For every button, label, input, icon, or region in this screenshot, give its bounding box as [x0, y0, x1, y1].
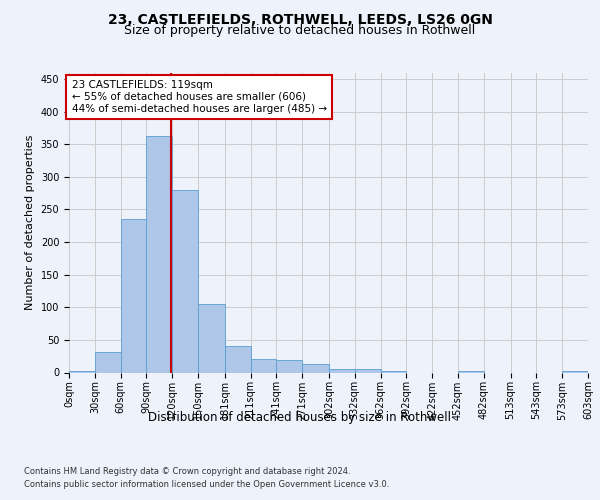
Bar [225, 346, 251, 372]
Bar [121, 219, 146, 372]
Bar [251, 360, 277, 372]
Text: Distribution of detached houses by size in Rothwell: Distribution of detached houses by size … [149, 411, 452, 424]
Bar [146, 136, 172, 372]
Bar [329, 368, 355, 372]
Bar [277, 360, 302, 372]
Bar [562, 371, 588, 372]
Bar [69, 370, 95, 372]
Text: 23, CASTLEFIELDS, ROTHWELL, LEEDS, LS26 0GN: 23, CASTLEFIELDS, ROTHWELL, LEEDS, LS26 … [107, 12, 493, 26]
Text: Contains public sector information licensed under the Open Government Licence v3: Contains public sector information licen… [24, 480, 389, 489]
Bar [302, 364, 329, 372]
Bar [380, 370, 406, 372]
Bar [458, 371, 484, 372]
Bar [172, 190, 198, 372]
Bar [355, 369, 380, 372]
Text: Contains HM Land Registry data © Crown copyright and database right 2024.: Contains HM Land Registry data © Crown c… [24, 468, 350, 476]
Bar [198, 304, 225, 372]
Bar [95, 352, 121, 372]
Text: 23 CASTLEFIELDS: 119sqm
← 55% of detached houses are smaller (606)
44% of semi-d: 23 CASTLEFIELDS: 119sqm ← 55% of detache… [71, 80, 327, 114]
Text: Size of property relative to detached houses in Rothwell: Size of property relative to detached ho… [124, 24, 476, 37]
Y-axis label: Number of detached properties: Number of detached properties [25, 135, 35, 310]
